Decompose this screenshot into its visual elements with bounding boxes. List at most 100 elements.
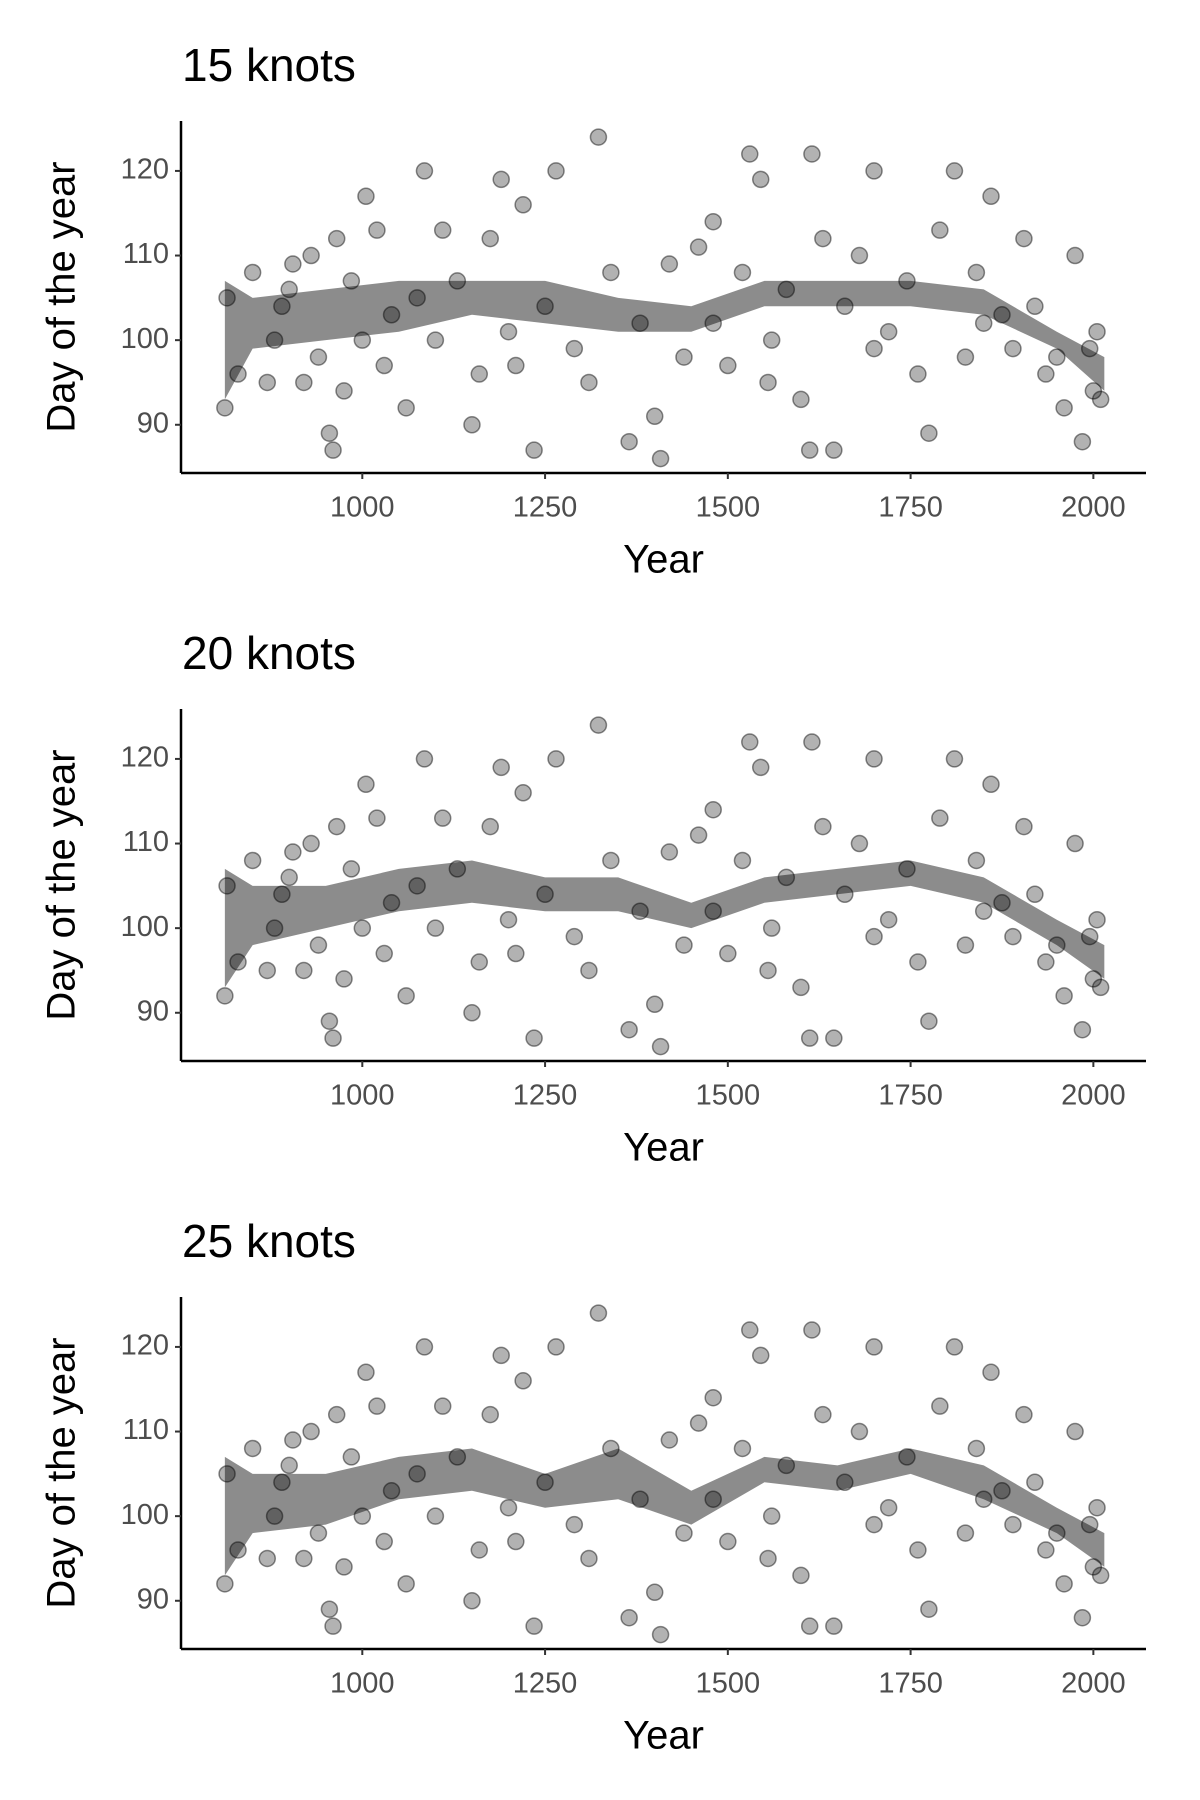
point bbox=[375, 356, 393, 375]
point bbox=[792, 390, 810, 409]
point bbox=[302, 246, 320, 265]
point bbox=[258, 961, 277, 980]
point bbox=[243, 851, 262, 870]
point bbox=[525, 1617, 543, 1635]
point bbox=[689, 1414, 708, 1432]
y-tick-label: 120 bbox=[121, 1330, 169, 1362]
point bbox=[547, 162, 565, 180]
point bbox=[280, 868, 298, 887]
point bbox=[689, 238, 708, 256]
point bbox=[762, 919, 781, 937]
point bbox=[265, 331, 284, 349]
point bbox=[865, 927, 883, 946]
point bbox=[803, 1321, 821, 1339]
point bbox=[631, 314, 649, 332]
point bbox=[1088, 910, 1106, 929]
point bbox=[492, 758, 510, 777]
point bbox=[216, 1575, 234, 1593]
point bbox=[719, 1532, 737, 1551]
point bbox=[631, 1490, 649, 1508]
panel-title: 15 knots bbox=[182, 39, 356, 91]
point bbox=[1073, 432, 1092, 451]
point bbox=[397, 1575, 415, 1593]
point bbox=[675, 348, 693, 366]
point bbox=[470, 953, 489, 971]
point bbox=[1080, 1515, 1099, 1534]
point bbox=[353, 331, 372, 349]
point bbox=[956, 348, 975, 366]
point bbox=[879, 1498, 898, 1517]
point bbox=[1088, 1498, 1106, 1517]
point bbox=[803, 145, 821, 163]
point bbox=[803, 733, 821, 751]
point bbox=[704, 1490, 722, 1508]
point bbox=[280, 280, 298, 299]
point bbox=[302, 1422, 320, 1441]
point bbox=[825, 1617, 843, 1635]
x-tick-label: 1250 bbox=[513, 1080, 578, 1112]
point bbox=[295, 961, 313, 980]
point bbox=[273, 1473, 291, 1492]
point bbox=[342, 1448, 361, 1466]
point bbox=[879, 910, 898, 929]
point bbox=[218, 877, 236, 895]
point bbox=[433, 809, 452, 827]
point bbox=[1037, 1541, 1055, 1559]
point bbox=[258, 373, 277, 392]
point bbox=[397, 987, 415, 1005]
point bbox=[733, 263, 752, 282]
point bbox=[865, 162, 883, 180]
point bbox=[302, 834, 320, 853]
point bbox=[463, 416, 481, 434]
x-tick-label: 1000 bbox=[330, 492, 395, 524]
point bbox=[1026, 1473, 1044, 1492]
point bbox=[265, 919, 284, 937]
point bbox=[470, 365, 489, 383]
point bbox=[1037, 365, 1055, 383]
y-tick-label: 120 bbox=[121, 154, 169, 186]
y-tick-label: 100 bbox=[121, 911, 169, 943]
smooth-band bbox=[224, 1448, 1105, 1576]
point bbox=[602, 851, 620, 870]
point bbox=[565, 339, 584, 358]
point bbox=[704, 212, 722, 231]
point bbox=[898, 272, 916, 290]
point bbox=[243, 263, 262, 282]
point bbox=[368, 221, 386, 239]
point bbox=[357, 187, 375, 206]
point bbox=[850, 1422, 869, 1441]
y-tick-label: 110 bbox=[123, 826, 169, 858]
point bbox=[273, 885, 291, 904]
point bbox=[309, 348, 328, 366]
point bbox=[507, 944, 525, 963]
point bbox=[777, 1456, 796, 1475]
point bbox=[631, 902, 649, 920]
point bbox=[800, 1617, 819, 1635]
point bbox=[415, 750, 434, 768]
point bbox=[1084, 382, 1103, 400]
point bbox=[689, 826, 708, 844]
point bbox=[492, 1346, 510, 1365]
point bbox=[547, 750, 565, 768]
point bbox=[931, 809, 949, 827]
point bbox=[565, 1515, 584, 1534]
point bbox=[982, 187, 1000, 206]
point bbox=[320, 1012, 339, 1030]
point bbox=[993, 1482, 1011, 1500]
point bbox=[589, 128, 608, 146]
point bbox=[580, 961, 598, 980]
x-tick-label: 1750 bbox=[878, 492, 943, 524]
point bbox=[284, 1431, 302, 1449]
point bbox=[499, 1498, 518, 1517]
point bbox=[295, 1549, 313, 1568]
point bbox=[967, 263, 986, 282]
point bbox=[898, 1448, 916, 1466]
point bbox=[741, 145, 759, 163]
point bbox=[397, 399, 415, 417]
point bbox=[931, 1397, 949, 1415]
point bbox=[589, 1304, 608, 1322]
point bbox=[514, 196, 532, 214]
point bbox=[1026, 885, 1044, 904]
point bbox=[1066, 246, 1084, 265]
point bbox=[1055, 1575, 1073, 1593]
